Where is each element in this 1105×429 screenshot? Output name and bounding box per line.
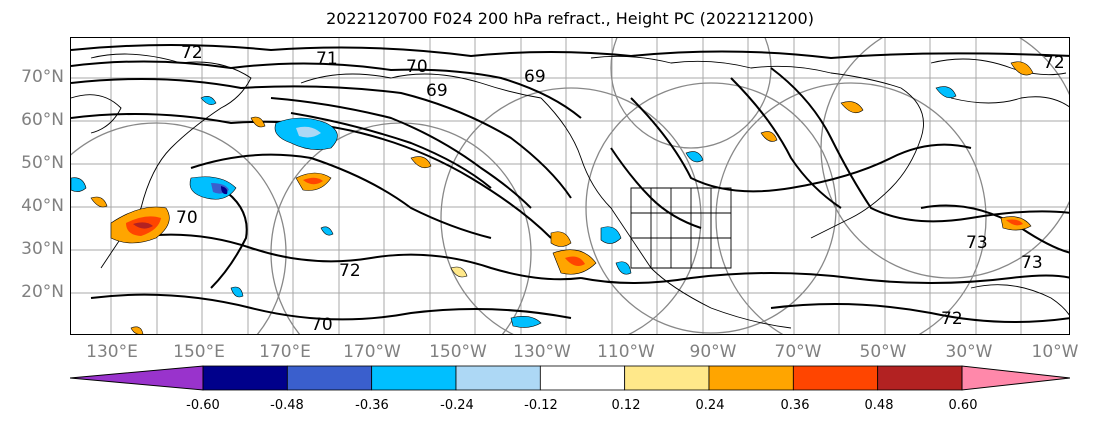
colorbar-cell — [202, 365, 288, 391]
colorbar-tick-label: 0.36 — [780, 398, 810, 413]
lon-label-70w: 70°W — [774, 342, 822, 362]
contour-label: 72 — [181, 43, 203, 63]
colorbar-tick-label: -0.12 — [524, 398, 558, 413]
colorbar-extend-right — [961, 365, 1070, 391]
colorbar-cell — [624, 365, 710, 391]
lon-label-150w: 150°W — [429, 342, 487, 362]
colorbar-tick-label: 0.60 — [948, 398, 978, 413]
contour-label: 69 — [426, 81, 448, 101]
lon-label-130e: 130°E — [86, 342, 138, 362]
contour-label: 70 — [176, 208, 198, 228]
lon-label-150e: 150°E — [173, 342, 225, 362]
colorbar-cell — [371, 365, 457, 391]
contour-label: 73 — [1021, 253, 1043, 273]
contour-label-group: 72 71 70 69 69 72 70 70 72 73 73 72 — [176, 43, 1065, 335]
lat-label-50n: 50°N — [21, 153, 64, 173]
colorbar-cell — [539, 365, 626, 391]
colorbar-extend-left — [70, 365, 204, 391]
colorbar-cell — [792, 365, 879, 391]
colorbar-cell — [286, 365, 373, 391]
lat-label-60n: 60°N — [21, 110, 64, 130]
shading-negative — [71, 86, 957, 328]
lon-label-90w: 90°W — [689, 342, 737, 362]
colorbar-tick-label: -0.60 — [186, 398, 220, 413]
contour-label: 69 — [524, 67, 546, 87]
map-panel: 72 71 70 69 69 72 70 70 72 73 73 72 — [70, 37, 1070, 335]
colorbar-tick-label: 0.24 — [695, 398, 725, 413]
lon-label-50w: 50°W — [859, 342, 907, 362]
colorbar-tick-label: -0.48 — [270, 398, 304, 413]
contour-label: 71 — [316, 49, 338, 69]
map-title: 2022120700 F024 200 hPa refract., Height… — [326, 9, 814, 28]
lon-label-110w: 110°W — [597, 342, 655, 362]
colorbar-cell — [877, 365, 963, 391]
colorbar-cells — [202, 365, 963, 391]
lon-label-170e: 170°E — [259, 342, 311, 362]
contour-label: 70 — [311, 315, 333, 335]
lon-label-130w: 130°W — [513, 342, 571, 362]
lat-label-40n: 40°N — [21, 196, 64, 216]
contour-label: 70 — [406, 57, 428, 77]
range-circles — [71, 38, 1069, 334]
lon-label-10w: 10°W — [1031, 342, 1079, 362]
colorbar-tick-label: 0.12 — [611, 398, 641, 413]
colorbar-tick-label: -0.24 — [440, 398, 474, 413]
contour-label: 72 — [941, 309, 963, 329]
colorbar-tick-label: -0.36 — [355, 398, 389, 413]
colorbar-cell — [455, 365, 541, 391]
colorbar-tick-label: 0.48 — [864, 398, 894, 413]
contour-label: 72 — [1043, 53, 1065, 73]
map-canvas: 72 71 70 69 69 72 70 70 72 73 73 72 — [71, 38, 1069, 335]
lon-label-170w: 170°W — [343, 342, 401, 362]
lon-label-30w: 30°W — [945, 342, 993, 362]
lat-label-20n: 20°N — [21, 282, 64, 302]
lat-label-70n: 70°N — [21, 67, 64, 87]
contour-label: 72 — [339, 261, 361, 281]
colorbar — [70, 365, 1070, 391]
shading-positive — [90, 61, 1034, 334]
contour-label: 73 — [966, 233, 988, 253]
colorbar-cell — [708, 365, 794, 391]
lat-label-30n: 30°N — [21, 239, 64, 259]
